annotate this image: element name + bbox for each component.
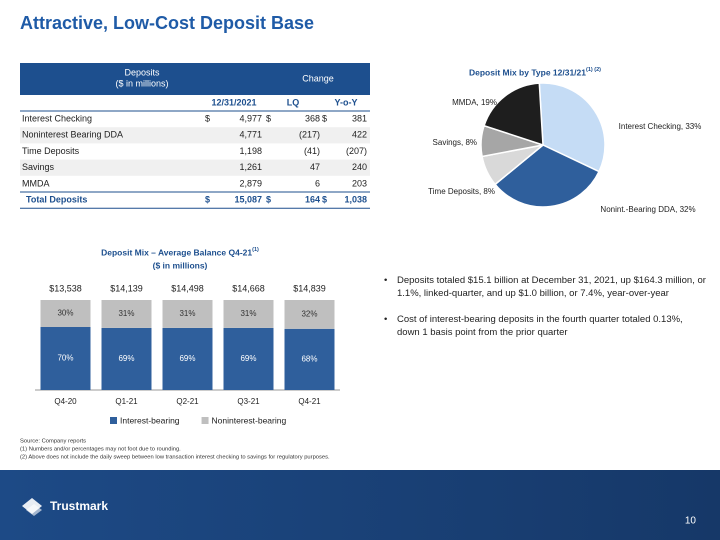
segment-label: 69% [179,354,195,363]
table-subheader: LQ [287,97,300,107]
currency-symbol: $ [322,113,327,123]
table-cell: 4,977 [239,113,262,123]
table-cell: 240 [352,162,367,172]
table-cell: 1,198 [239,146,262,156]
table-cell: 203 [352,178,367,188]
bar-segment [223,300,274,328]
currency-symbol: $ [205,194,210,204]
table-cell: 422 [352,130,367,140]
bullet: Cost of interest-bearing deposits in the… [384,313,706,340]
row-label: Interest Checking [22,113,92,123]
slice-label: Interest Checking, 33% [619,122,702,131]
row-label: Savings [22,162,55,172]
chart-subtitle: ($ in millions) [153,260,208,270]
row-label: Total Deposits [26,194,87,204]
row-label: Time Deposits [22,146,80,156]
segment-label: 68% [301,355,317,364]
legend-label: Interest-bearing [120,415,180,425]
table-cell: 368 [305,113,320,123]
pie-slice [538,82,606,173]
table-cell: 47 [310,162,320,172]
bar-segment [223,327,274,390]
table-cell: (41) [304,146,320,156]
table-cell: 381 [352,113,367,123]
segment-label: 69% [240,354,256,363]
currency-symbol: $ [205,113,210,123]
table-header-text: Change [302,73,334,83]
slide-title: Attractive, Low-Cost Deposit Base [20,13,314,33]
bar-segment [162,327,213,390]
slice-label: Nonint.-Bearing DDA, 32% [600,205,695,214]
x-tick-label: Q3-21 [237,397,260,406]
bar-segment [40,300,91,327]
footnote: (2) Above does not include the daily swe… [20,455,330,461]
bar-segment [101,327,152,390]
logo-mark [22,498,42,516]
total-label: $13,538 [49,283,82,293]
table-cell: 15,087 [234,194,262,204]
table-cell: 4,771 [239,130,262,140]
x-tick-label: Q4-20 [54,397,77,406]
chart-title: Deposit Mix by Type 12/31/21(1) (2) [469,67,601,77]
table-cell: (217) [299,130,320,140]
segment-label: 32% [301,310,317,319]
slice-label: MMDA, 19% [452,98,497,107]
table-cell: 164 [305,194,320,204]
segment-label: 30% [57,309,73,318]
x-tick-label: Q4-21 [298,397,321,406]
bar-segment [284,328,335,390]
segment-label: 31% [118,309,134,318]
bar-segment [162,300,213,328]
row-band [20,127,370,144]
segment-label: 31% [179,309,195,318]
title-note: (1) [252,247,259,253]
segment-label: 70% [57,354,73,363]
title-note: (1) (2) [586,67,601,73]
table-cell: 1,261 [239,162,262,172]
legend-label: Noninterest-bearing [212,415,287,425]
currency-symbol: $ [322,194,327,204]
footnote: (1) Numbers and/or percentages may not f… [20,447,181,453]
total-label: $14,498 [171,283,204,293]
currency-symbol: $ [266,113,271,123]
slice-label: Time Deposits, 8% [428,187,495,196]
footer-band [0,470,720,540]
table-cell: 6 [315,178,320,188]
table-cell: 1,038 [344,194,367,204]
currency-symbol: $ [266,194,271,204]
total-label: $14,139 [110,283,143,293]
bar-segment [284,300,335,329]
row-label: Noninterest Bearing DDA [22,130,123,140]
table-cell: (207) [346,146,367,156]
total-label: $14,668 [232,283,265,293]
bar-segment [40,327,91,390]
bar-segment [101,300,152,328]
x-tick-label: Q1-21 [115,397,138,406]
table-subheader: 12/31/2021 [211,97,256,107]
legend-swatch [110,417,117,424]
row-band [20,159,370,176]
footnote: Source: Company reports [20,439,86,445]
segment-label: 31% [240,309,256,318]
table-header-text: ($ in millions) [115,78,168,88]
table-header [20,63,370,95]
row-label: MMDA [22,178,50,188]
segment-label: 69% [118,354,134,363]
table-header-text: Deposits [124,67,160,77]
table-subheader: Y-o-Y [334,97,357,107]
page-number: 10 [685,516,697,527]
pie-slice [483,82,544,147]
table-cell: 2,879 [239,178,262,188]
chart-title: Deposit Mix – Average Balance Q4-21(1) [101,247,259,257]
pie-slice [494,144,601,208]
slice-label: Savings, 8% [433,138,477,147]
x-tick-label: Q2-21 [176,397,199,406]
legend-swatch [201,417,209,424]
bullet-list: Deposits totaled $15.1 billion at Decemb… [384,274,706,351]
logo-text: Trustmark [50,499,108,513]
bullet: Deposits totaled $15.1 billion at Decemb… [384,274,706,301]
total-label: $14,839 [293,283,326,293]
